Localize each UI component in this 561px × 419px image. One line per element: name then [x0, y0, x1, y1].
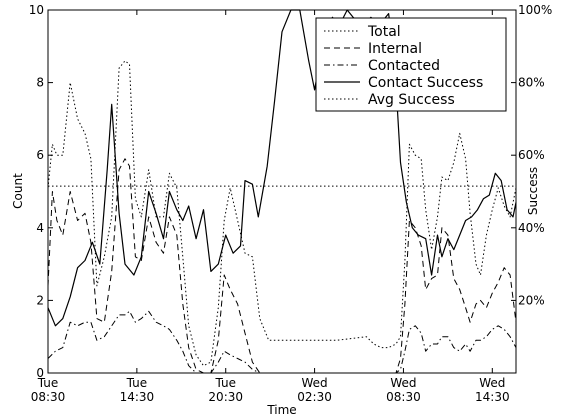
right-tick-label: 40% — [518, 221, 545, 235]
x-tick-label-time: 20:30 — [208, 390, 243, 404]
x-tick-label-time: 02:30 — [297, 390, 332, 404]
x-tick-label-time: 08:30 — [31, 390, 66, 404]
x-tick-label-day: Wed — [390, 376, 416, 390]
right-tick-label: 20% — [518, 293, 545, 307]
series-lines — [47, 9, 517, 374]
left-axis-label: Count — [11, 173, 25, 209]
x-tick-label-day: Tue — [126, 376, 148, 390]
series-line-internal — [47, 158, 517, 374]
x-tick-label-time: 08:30 — [386, 390, 421, 404]
legend-label: Internal — [368, 41, 422, 57]
legend-label: Total — [367, 24, 401, 40]
right-tick-label: 60% — [518, 148, 545, 162]
left-tick-label: 10 — [29, 3, 44, 17]
legend-label: Avg Success — [368, 92, 455, 108]
right-tick-label: 80% — [518, 76, 545, 90]
x-tick-label-time: 14:30 — [475, 390, 510, 404]
left-tick-label: 0 — [36, 366, 44, 380]
left-tick-label: 2 — [36, 293, 44, 307]
x-tick-label-day: Wed — [301, 376, 327, 390]
x-tick-label-day: Wed — [479, 376, 505, 390]
x-tick-label-time: 14:30 — [120, 390, 155, 404]
left-tick-label: 4 — [36, 221, 44, 235]
tick-labels: Tue08:30Tue14:30Tue20:30Wed02:30Wed08:30… — [29, 3, 553, 404]
series-line-total — [47, 60, 517, 367]
legend-label: Contact Success — [368, 75, 483, 91]
tick-marks — [47, 9, 516, 374]
series-line-contact-success — [47, 9, 517, 327]
right-axis-label: Success — [526, 167, 540, 215]
x-axis-label: Time — [266, 403, 296, 417]
series-line-contacted — [47, 310, 517, 374]
left-tick-label: 6 — [36, 148, 44, 162]
x-tick-label-day: Tue — [214, 376, 236, 390]
right-tick-label: 100% — [518, 3, 552, 17]
x-tick-label-day: Tue — [37, 376, 59, 390]
left-tick-label: 8 — [36, 76, 44, 90]
legend-label: Contacted — [368, 58, 440, 74]
